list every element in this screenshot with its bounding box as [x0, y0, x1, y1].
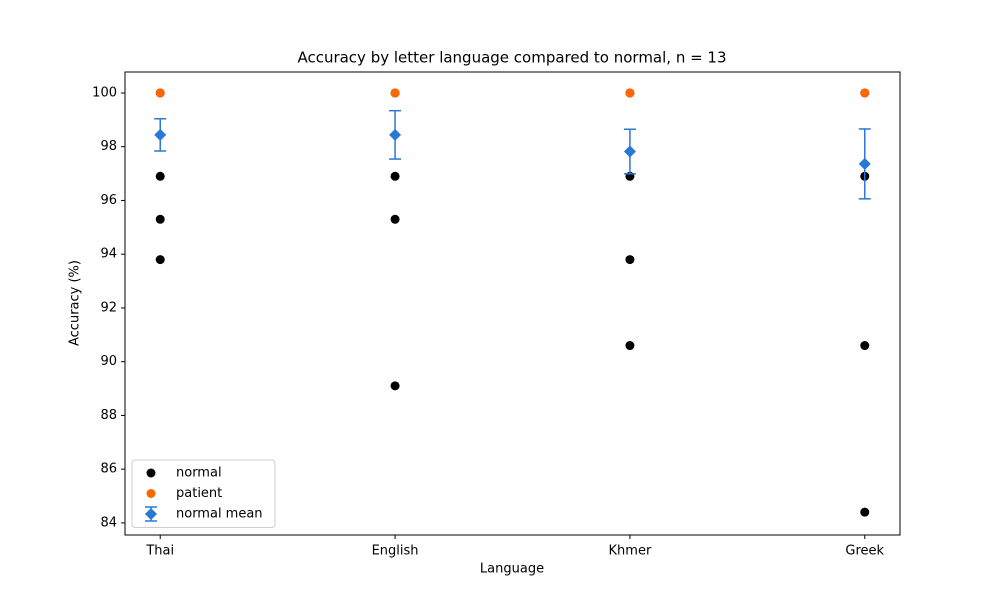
- y-tick-label: 86: [100, 462, 117, 477]
- y-tick-label: 96: [100, 193, 117, 208]
- plot-frame: [124, 71, 901, 536]
- mean-marker: [623, 145, 636, 158]
- point: [155, 214, 165, 224]
- mean-marker: [858, 157, 871, 170]
- mean-marker: [389, 128, 402, 141]
- point: [625, 341, 635, 351]
- legend-marker: [145, 508, 157, 520]
- point: [625, 88, 635, 98]
- point: [860, 88, 870, 98]
- y-tick-label: 100: [92, 85, 117, 100]
- legend-label: patient: [176, 486, 222, 501]
- point: [390, 171, 400, 181]
- x-tick-label: Khmer: [609, 544, 652, 559]
- point: [390, 381, 400, 391]
- y-tick-label: 98: [100, 139, 117, 154]
- legend-marker: [146, 489, 156, 498]
- legend-marker: [146, 468, 156, 478]
- x-axis-label: Language: [480, 562, 544, 577]
- y-tick-label: 88: [100, 408, 117, 423]
- point: [860, 507, 870, 517]
- point: [625, 255, 635, 265]
- mean-marker: [154, 128, 167, 141]
- point: [390, 214, 400, 224]
- point: [155, 255, 165, 265]
- point: [155, 171, 165, 181]
- legend: normal patient normal mean: [131, 459, 276, 528]
- point: [860, 341, 870, 351]
- y-axis-label: Accuracy (%): [68, 260, 83, 346]
- chart-title: Accuracy by letter language compared to …: [297, 49, 726, 67]
- legend-label: normal: [176, 466, 222, 481]
- point: [390, 88, 400, 98]
- y-tick-label: 84: [100, 515, 117, 530]
- y-tick-label: 94: [100, 247, 117, 262]
- y-tick-label: 92: [100, 300, 117, 315]
- x-tick-label: Thai: [145, 544, 174, 559]
- x-tick-label: English: [372, 544, 419, 559]
- x-tick-label: Greek: [845, 544, 884, 559]
- legend-label: normal mean: [176, 507, 263, 522]
- y-tick-label: 90: [100, 354, 117, 369]
- legend-box: [131, 459, 276, 528]
- point: [155, 88, 165, 98]
